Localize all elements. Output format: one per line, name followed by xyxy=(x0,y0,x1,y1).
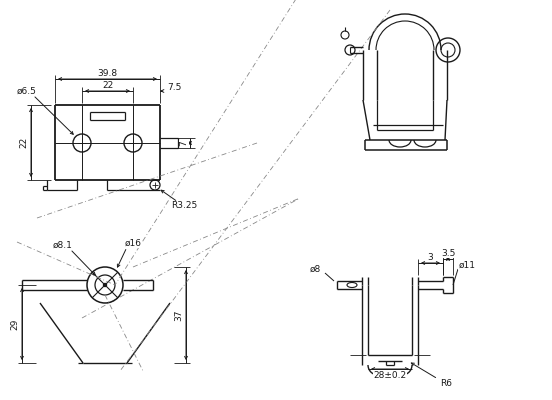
Text: R3.25: R3.25 xyxy=(171,202,197,210)
Text: R6: R6 xyxy=(440,378,452,388)
Text: 22: 22 xyxy=(19,137,29,148)
Text: 3: 3 xyxy=(428,252,433,262)
Text: 7: 7 xyxy=(179,140,188,146)
Text: 3.5: 3.5 xyxy=(441,248,455,258)
Text: ø6.5: ø6.5 xyxy=(17,86,37,96)
Text: 29: 29 xyxy=(10,318,19,330)
Text: 37: 37 xyxy=(174,309,183,321)
Text: ø16: ø16 xyxy=(125,238,141,248)
Circle shape xyxy=(104,284,107,286)
Text: ø8.1: ø8.1 xyxy=(53,240,73,250)
Text: ø11: ø11 xyxy=(459,260,475,270)
Text: 39.8: 39.8 xyxy=(98,68,118,78)
Text: 7.5: 7.5 xyxy=(167,82,181,92)
Text: 22: 22 xyxy=(102,80,113,90)
Text: ø8: ø8 xyxy=(309,264,321,274)
Text: 28±0.2: 28±0.2 xyxy=(374,370,407,380)
